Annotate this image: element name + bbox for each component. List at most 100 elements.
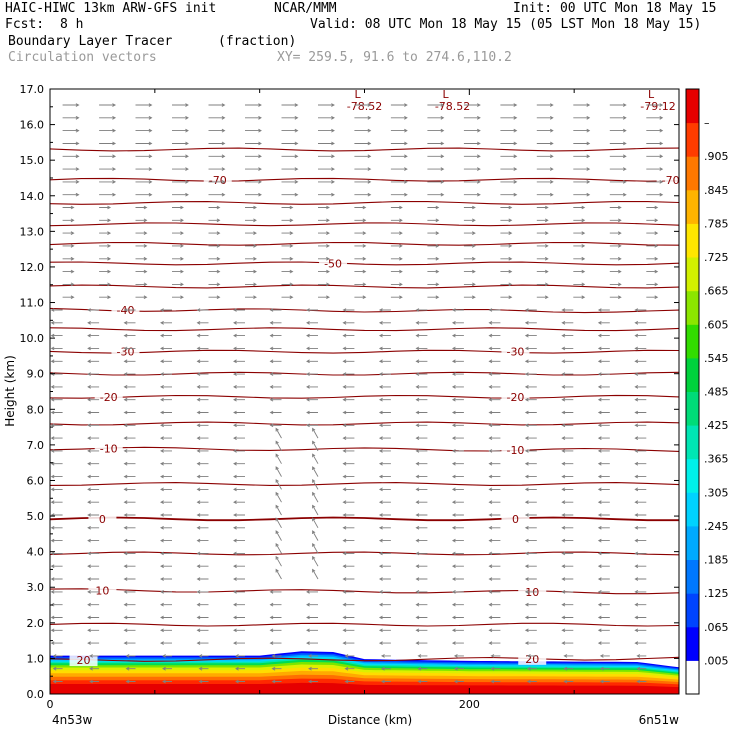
wind-vector [573,295,586,299]
wind-vector [271,679,282,684]
wind-vector [646,244,659,248]
wind-vector [87,487,100,492]
wind-vector [524,577,537,581]
wind-vector [609,218,622,223]
wind-vector [390,256,403,261]
wind-vector [312,440,319,452]
wind-vector [354,269,367,274]
wind-vector [427,282,440,287]
colorbar-swatch [686,425,699,460]
wind-vector [451,602,464,607]
isotherm-label: 10 [525,586,539,599]
wind-vector [463,192,481,197]
wind-vector [125,666,136,671]
wind-vector [233,410,245,415]
wind-vector [500,103,518,107]
wind-vector [354,205,367,210]
wind-vector [427,231,440,235]
wind-vector [62,103,80,107]
wind-vector [536,244,549,248]
wind-vector [342,590,355,594]
wind-vector [451,410,464,415]
wind-vector [269,346,282,351]
isotherm-label-bg [88,584,117,597]
colorbar-swatch [686,391,699,426]
wind-vector [50,385,63,389]
wind-vector [318,282,330,287]
wind-vector [87,372,100,376]
wind-vector [573,167,591,171]
wind-vector [524,564,537,569]
wind-vector [281,180,299,184]
wind-vector [87,564,100,569]
wind-vector [427,192,445,197]
isotherm-label: 0 [99,513,106,526]
wind-vector [342,410,355,415]
wind-vector [561,308,574,312]
low-marker: L [443,88,450,101]
wind-vector [342,333,355,338]
wind-vector [354,180,372,184]
wind-vector [536,282,549,287]
wind-vector [52,679,63,684]
wind-vector [488,397,501,402]
wind-vector [463,154,481,159]
wind-vector [312,453,319,464]
wind-vector [172,192,189,197]
wind-vector [634,423,647,428]
wind-vector [160,551,172,556]
wind-vector [62,231,75,235]
wind-vector [378,333,391,338]
wind-vector [62,269,75,274]
wind-vector [500,167,518,171]
wind-vector [312,542,319,554]
wind-vector [99,154,117,159]
wind-vector [123,308,136,312]
wind-vector [563,666,574,671]
wind-vector [99,128,117,133]
wind-vector [318,295,330,299]
wind-vector [451,321,464,325]
wind-vector [196,641,209,645]
wind-vector [306,423,318,428]
wind-vector [196,564,209,569]
wind-vector [233,564,245,569]
wind-vector [306,615,318,620]
wind-vector [123,513,136,517]
wind-vector [417,666,428,671]
colorbar-swatch [686,626,699,661]
wind-vector [50,333,63,338]
wind-vector [233,436,245,440]
wind-vector [524,641,537,645]
wind-vector [451,372,464,376]
wind-vector [162,666,172,671]
model-title: HAIC-HIWC 13km ARW-GFS init [5,1,217,16]
wind-vector [573,244,586,248]
wind-vector [488,359,501,364]
wind-vector [634,500,647,504]
wind-vector [233,321,245,325]
wind-vector [488,564,501,569]
wind-vector [135,192,153,197]
wind-vector [344,654,355,658]
wind-vector [451,500,464,504]
wind-vector [318,141,335,146]
wind-vector [87,359,100,364]
isotherm-label-bg [94,442,123,455]
colorbar-label: .845 [704,184,729,197]
wind-vector [597,461,610,466]
wind-vector [378,615,391,620]
colorbar-swatch [686,122,699,157]
wind-vector [269,308,282,312]
wind-vector [99,244,112,248]
isotherm-line [49,622,680,627]
wind-vector [233,602,245,607]
wind-vector [275,453,282,464]
wind-vector [488,321,501,325]
wind-vector [275,568,282,580]
wind-vector [378,500,391,504]
wind-vector [306,641,318,645]
wind-vector [634,385,647,389]
wind-vector [269,602,282,607]
wind-vector [378,538,391,543]
